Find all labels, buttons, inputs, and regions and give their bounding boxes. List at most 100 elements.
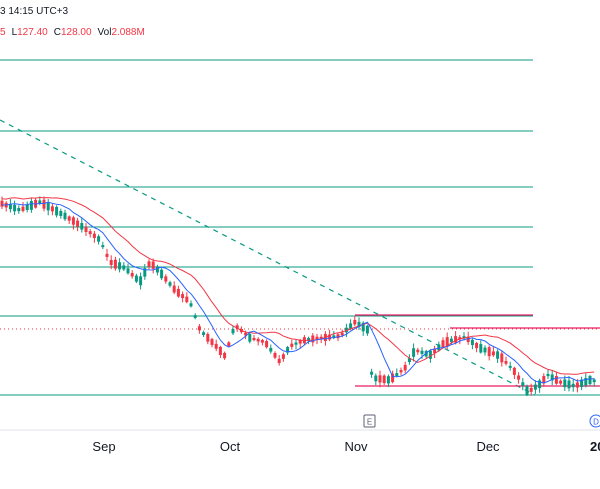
candle-body — [386, 376, 390, 384]
x-axis: Sep Oct Nov Dec 20 — [92, 439, 600, 454]
candle-body — [449, 338, 453, 343]
candle-body — [529, 387, 533, 392]
candle-body — [235, 325, 239, 329]
candle-body — [206, 333, 210, 342]
candle-body — [164, 276, 168, 282]
candle-body — [374, 375, 378, 382]
descending-trendline[interactable] — [0, 119, 536, 396]
candle-body — [412, 348, 416, 357]
candle-body — [567, 380, 571, 389]
candle-body — [92, 233, 96, 238]
candle-body — [50, 206, 54, 212]
ohlc-fragment: 5 — [0, 27, 6, 38]
candle-body — [55, 206, 59, 216]
candle-body — [59, 210, 63, 216]
candle-body — [521, 382, 525, 386]
x-tick-oct: Oct — [220, 439, 241, 454]
candle-body — [97, 236, 101, 242]
candle-body — [25, 204, 29, 211]
low-label: L — [11, 27, 18, 38]
candle-body — [462, 336, 466, 339]
candle-body — [13, 204, 17, 212]
candle-body — [67, 216, 71, 221]
candle-body — [361, 322, 365, 332]
close-label: C — [53, 27, 61, 38]
candle-body — [197, 326, 201, 331]
candle-body — [0, 200, 4, 207]
candle-body — [542, 376, 546, 384]
candle-body — [592, 379, 596, 383]
candle-body — [277, 358, 281, 364]
candle-body — [29, 201, 33, 210]
candle-body — [353, 319, 357, 325]
candle-body — [290, 343, 294, 347]
candle-body — [21, 206, 25, 211]
candle-body — [311, 335, 315, 343]
candle-body — [407, 358, 411, 363]
candle-body — [378, 375, 382, 383]
candle-body — [399, 370, 403, 373]
candle-body — [88, 231, 92, 235]
candle-body — [181, 294, 185, 299]
candle-body — [504, 361, 508, 364]
candle-body — [193, 315, 197, 318]
candle-body — [428, 350, 432, 359]
candle-body — [227, 342, 231, 347]
earnings-marker[interactable]: E — [363, 414, 376, 428]
dividend-marker-label: D — [593, 418, 599, 427]
candle-body — [294, 342, 298, 345]
candle-body — [231, 329, 235, 334]
x-tick-year: 20 — [590, 439, 600, 454]
candle-body — [575, 382, 579, 388]
candle-body — [126, 268, 130, 274]
candle-body — [403, 364, 407, 371]
candle-body — [286, 347, 290, 353]
candle-body — [479, 344, 483, 353]
candle-body — [416, 349, 420, 353]
candle-body — [202, 332, 206, 336]
candle-body — [559, 380, 563, 384]
candle-body — [365, 325, 369, 334]
candle-body — [508, 365, 512, 368]
candle-body — [344, 327, 348, 333]
candle-body — [391, 373, 395, 383]
candle-body — [487, 347, 491, 357]
candle-body — [189, 303, 193, 307]
candle-body — [580, 379, 584, 388]
candle-body — [307, 337, 311, 342]
candle-body — [441, 340, 445, 348]
candle-body — [252, 338, 256, 341]
low-value: 127.40 — [17, 27, 48, 38]
dividend-marker[interactable]: D — [589, 414, 600, 428]
moving-average-fast — [1, 201, 595, 384]
candle-body — [17, 208, 21, 212]
header-timestamp: 3 14:15 UTC+3 — [0, 6, 69, 17]
candle-body — [168, 282, 172, 286]
candle-body — [134, 275, 138, 282]
candle-body — [584, 377, 588, 386]
candle-body — [151, 261, 155, 269]
candle-body — [466, 336, 470, 343]
candle-body — [298, 340, 302, 344]
candle-body — [273, 352, 277, 358]
candle-body — [185, 296, 189, 303]
candle-body — [445, 337, 449, 346]
close-value: 128.00 — [60, 27, 92, 38]
candle-body — [458, 337, 462, 340]
candle-body — [63, 212, 67, 220]
candle-body — [176, 288, 180, 297]
header-ohlc: 5 L127.40 C128.00 Vol2.088M — [0, 27, 145, 38]
candle-body — [370, 371, 374, 375]
candle-body — [433, 348, 437, 354]
candle-body — [113, 259, 117, 269]
candle-body — [525, 386, 529, 395]
candle-body — [538, 380, 542, 389]
candle-body — [38, 200, 42, 204]
moving-average-slow — [1, 196, 595, 375]
candle-body — [8, 204, 12, 210]
candle-body — [84, 227, 88, 232]
candle-body — [563, 379, 567, 388]
candle-body — [42, 199, 46, 209]
candle-body — [210, 339, 214, 345]
